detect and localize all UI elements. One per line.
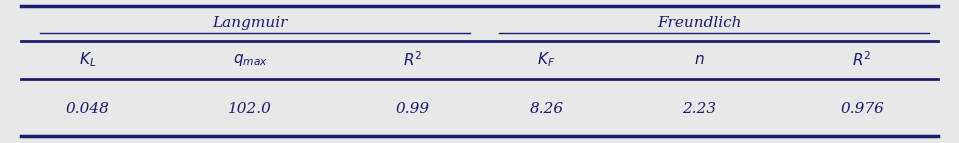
Text: Freundlich: Freundlich <box>657 16 741 30</box>
Text: 0.048: 0.048 <box>65 102 109 116</box>
Text: $n$: $n$ <box>694 53 705 67</box>
Text: Langmuir: Langmuir <box>212 16 288 30</box>
Text: 8.26: 8.26 <box>529 102 564 116</box>
Text: $R^2$: $R^2$ <box>403 50 422 69</box>
Text: $K_F$: $K_F$ <box>537 50 555 69</box>
Text: $R^2$: $R^2$ <box>853 50 872 69</box>
Text: 102.0: 102.0 <box>228 102 272 116</box>
Text: $q_{max}$: $q_{max}$ <box>232 52 268 68</box>
Text: 2.23: 2.23 <box>683 102 716 116</box>
Text: 0.976: 0.976 <box>840 102 884 116</box>
Text: $K_L$: $K_L$ <box>79 50 96 69</box>
Text: 0.99: 0.99 <box>395 102 430 116</box>
